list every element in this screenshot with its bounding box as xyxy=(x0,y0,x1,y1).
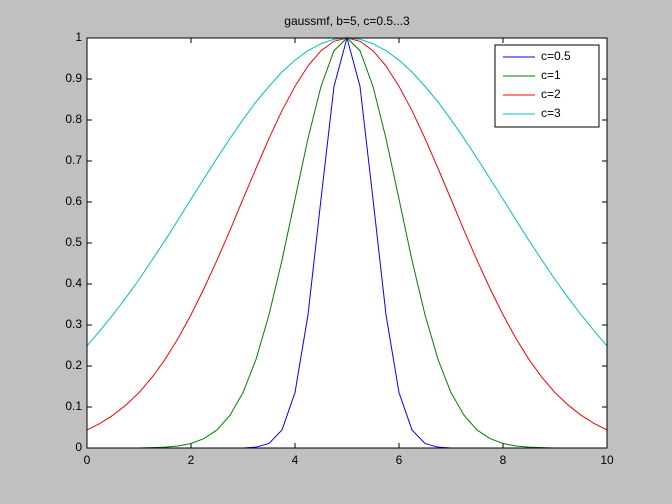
y-tick-label: 0.3 xyxy=(65,317,82,331)
y-tick-label: 0.1 xyxy=(65,399,82,413)
y-tick-label: 0.7 xyxy=(65,153,82,167)
legend-box xyxy=(494,44,600,128)
x-tick-label: 2 xyxy=(188,453,195,467)
x-tick-label: 8 xyxy=(500,453,507,467)
y-tick-label: 0 xyxy=(75,440,82,454)
legend-label: c=1 xyxy=(541,68,561,82)
legend-label: c=2 xyxy=(541,87,561,101)
y-tick-label: 1 xyxy=(75,30,82,44)
y-tick-label: 0.6 xyxy=(65,194,82,208)
y-tick-label: 0.2 xyxy=(65,358,82,372)
legend-label: c=3 xyxy=(541,106,561,120)
x-tick-label: 10 xyxy=(600,453,614,467)
chart-title: gaussmf, b=5, c=0.5...3 xyxy=(284,14,410,28)
legend-label: c=0.5 xyxy=(541,49,571,63)
y-tick-label: 0.5 xyxy=(65,235,82,249)
x-tick-label: 0 xyxy=(84,453,91,467)
y-tick-label: 0.8 xyxy=(65,112,82,126)
x-tick-label: 6 xyxy=(396,453,403,467)
x-tick-label: 4 xyxy=(292,453,299,467)
y-tick-label: 0.4 xyxy=(65,276,82,290)
axes-box xyxy=(86,37,608,449)
y-tick-label: 0.9 xyxy=(65,71,82,85)
